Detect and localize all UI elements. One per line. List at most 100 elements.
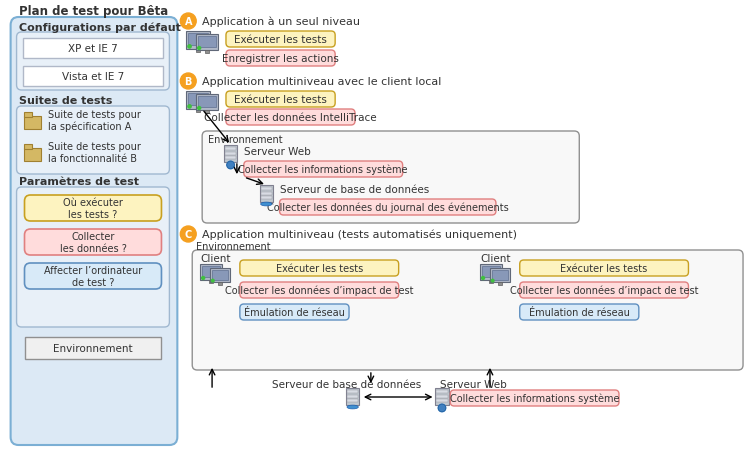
FancyBboxPatch shape bbox=[16, 33, 169, 91]
Circle shape bbox=[202, 277, 205, 280]
Circle shape bbox=[438, 404, 446, 412]
Text: Application multiniveau (tests automatisés uniquement): Application multiniveau (tests automatis… bbox=[202, 229, 517, 240]
FancyBboxPatch shape bbox=[435, 388, 449, 405]
FancyBboxPatch shape bbox=[205, 111, 209, 114]
Text: Suites de tests: Suites de tests bbox=[19, 96, 112, 106]
FancyBboxPatch shape bbox=[436, 390, 447, 393]
FancyBboxPatch shape bbox=[10, 18, 177, 445]
FancyBboxPatch shape bbox=[520, 260, 688, 276]
FancyBboxPatch shape bbox=[23, 117, 41, 130]
Text: Exécuter les tests: Exécuter les tests bbox=[276, 263, 363, 273]
Text: Plan de test pour Bêta: Plan de test pour Bêta bbox=[19, 5, 168, 18]
Text: Environnement: Environnement bbox=[53, 343, 133, 353]
FancyBboxPatch shape bbox=[202, 267, 220, 277]
FancyBboxPatch shape bbox=[196, 50, 200, 53]
FancyBboxPatch shape bbox=[491, 270, 508, 280]
FancyBboxPatch shape bbox=[260, 192, 272, 195]
Text: Serveur Web: Serveur Web bbox=[244, 147, 310, 156]
FancyBboxPatch shape bbox=[224, 146, 237, 163]
FancyBboxPatch shape bbox=[23, 113, 32, 118]
FancyBboxPatch shape bbox=[482, 267, 500, 277]
FancyBboxPatch shape bbox=[22, 67, 164, 87]
Text: Collecter les informations système: Collecter les informations système bbox=[239, 164, 408, 175]
Text: Configurations par défaut: Configurations par défaut bbox=[19, 23, 180, 33]
Text: Collecter
les données ?: Collecter les données ? bbox=[60, 231, 126, 253]
FancyBboxPatch shape bbox=[16, 188, 169, 327]
FancyBboxPatch shape bbox=[225, 147, 236, 151]
FancyBboxPatch shape bbox=[225, 152, 236, 155]
FancyBboxPatch shape bbox=[226, 92, 335, 108]
FancyBboxPatch shape bbox=[480, 264, 502, 281]
Text: Enregistrer les actions: Enregistrer les actions bbox=[222, 54, 339, 64]
Text: Émulation de réseau: Émulation de réseau bbox=[529, 307, 630, 318]
FancyBboxPatch shape bbox=[192, 250, 743, 370]
Circle shape bbox=[180, 226, 196, 243]
FancyBboxPatch shape bbox=[202, 132, 579, 224]
Text: Environnement: Environnement bbox=[196, 241, 271, 252]
FancyBboxPatch shape bbox=[209, 281, 213, 283]
FancyBboxPatch shape bbox=[22, 39, 164, 59]
FancyBboxPatch shape bbox=[520, 304, 639, 320]
FancyBboxPatch shape bbox=[205, 51, 209, 54]
Text: C: C bbox=[185, 230, 192, 239]
FancyBboxPatch shape bbox=[186, 32, 210, 50]
Text: Affecter l’ordinateur
de test ?: Affecter l’ordinateur de test ? bbox=[44, 265, 142, 288]
Text: Collecter les informations système: Collecter les informations système bbox=[450, 393, 619, 403]
Text: Environnement: Environnement bbox=[208, 135, 283, 145]
FancyBboxPatch shape bbox=[260, 197, 272, 200]
FancyBboxPatch shape bbox=[186, 92, 210, 109]
FancyBboxPatch shape bbox=[188, 34, 208, 46]
Text: Serveur de base de données: Serveur de base de données bbox=[272, 379, 421, 389]
FancyBboxPatch shape bbox=[198, 37, 216, 48]
FancyBboxPatch shape bbox=[436, 395, 447, 398]
FancyBboxPatch shape bbox=[200, 264, 222, 281]
FancyBboxPatch shape bbox=[347, 395, 358, 398]
Text: Exécuter les tests: Exécuter les tests bbox=[560, 263, 648, 273]
FancyBboxPatch shape bbox=[346, 388, 359, 405]
Text: Suite de tests pour
la fonctionnalité B: Suite de tests pour la fonctionnalité B bbox=[49, 142, 141, 163]
Text: B: B bbox=[185, 77, 192, 87]
Text: Serveur de base de données: Serveur de base de données bbox=[280, 184, 429, 194]
FancyBboxPatch shape bbox=[212, 270, 228, 280]
Text: Client: Client bbox=[200, 253, 230, 263]
FancyBboxPatch shape bbox=[23, 145, 32, 150]
FancyBboxPatch shape bbox=[436, 400, 447, 402]
FancyBboxPatch shape bbox=[198, 97, 216, 108]
Text: Vista et IE 7: Vista et IE 7 bbox=[62, 72, 124, 82]
Ellipse shape bbox=[260, 202, 272, 207]
Ellipse shape bbox=[347, 405, 358, 409]
FancyBboxPatch shape bbox=[196, 35, 218, 51]
Text: Exécuter les tests: Exécuter les tests bbox=[234, 35, 327, 45]
Text: Suite de tests pour
la spécification A: Suite de tests pour la spécification A bbox=[49, 110, 141, 132]
FancyBboxPatch shape bbox=[188, 94, 208, 106]
Text: Collecter les données du journal des événements: Collecter les données du journal des évé… bbox=[267, 202, 509, 213]
Text: Serveur Web: Serveur Web bbox=[441, 379, 507, 389]
Circle shape bbox=[482, 277, 485, 280]
FancyBboxPatch shape bbox=[498, 283, 502, 285]
Text: A: A bbox=[185, 17, 192, 27]
Text: XP et IE 7: XP et IE 7 bbox=[68, 44, 118, 54]
Text: Collecter les données IntelliTrace: Collecter les données IntelliTrace bbox=[204, 113, 377, 123]
Text: Où exécuter
les tests ?: Où exécuter les tests ? bbox=[63, 198, 123, 220]
Circle shape bbox=[212, 280, 214, 282]
FancyBboxPatch shape bbox=[196, 109, 200, 113]
Circle shape bbox=[188, 106, 191, 109]
FancyBboxPatch shape bbox=[240, 260, 399, 276]
FancyBboxPatch shape bbox=[25, 230, 162, 255]
FancyBboxPatch shape bbox=[244, 161, 402, 178]
Circle shape bbox=[188, 46, 191, 49]
Text: Exécuter les tests: Exécuter les tests bbox=[234, 95, 327, 105]
Circle shape bbox=[180, 74, 196, 90]
FancyBboxPatch shape bbox=[196, 95, 218, 111]
FancyBboxPatch shape bbox=[240, 304, 349, 320]
FancyBboxPatch shape bbox=[23, 149, 41, 161]
FancyBboxPatch shape bbox=[16, 107, 169, 175]
FancyBboxPatch shape bbox=[347, 400, 358, 402]
Text: Application à un seul niveau: Application à un seul niveau bbox=[202, 17, 360, 27]
FancyBboxPatch shape bbox=[25, 196, 162, 221]
FancyBboxPatch shape bbox=[226, 110, 355, 126]
FancyBboxPatch shape bbox=[520, 282, 688, 299]
Text: Collecter les données d’impact de test: Collecter les données d’impact de test bbox=[510, 285, 699, 295]
FancyBboxPatch shape bbox=[25, 263, 162, 290]
FancyBboxPatch shape bbox=[225, 157, 236, 160]
